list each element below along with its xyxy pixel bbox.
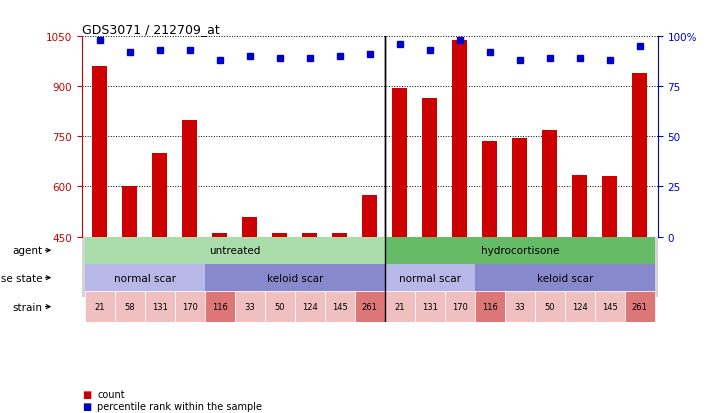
- Text: normal scar: normal scar: [114, 273, 176, 283]
- Bar: [415, 292, 444, 322]
- Bar: [355, 292, 385, 322]
- Bar: [475, 264, 655, 292]
- Bar: [242, 217, 257, 237]
- Text: 124: 124: [302, 302, 318, 311]
- Bar: [332, 233, 347, 237]
- Bar: [264, 292, 295, 322]
- Text: 21: 21: [95, 302, 105, 311]
- Text: 58: 58: [124, 302, 135, 311]
- Bar: [475, 292, 505, 322]
- Text: 170: 170: [451, 302, 468, 311]
- Bar: [145, 292, 175, 322]
- Bar: [92, 67, 107, 237]
- Text: 145: 145: [602, 302, 618, 311]
- Bar: [452, 40, 467, 237]
- Bar: [272, 233, 287, 237]
- Text: GDS3071 / 212709_at: GDS3071 / 212709_at: [82, 23, 220, 36]
- Bar: [392, 89, 407, 237]
- Text: 170: 170: [182, 302, 198, 311]
- Text: 124: 124: [572, 302, 587, 311]
- Text: percentile rank within the sample: percentile rank within the sample: [97, 401, 262, 411]
- Bar: [235, 292, 264, 322]
- Text: normal scar: normal scar: [399, 273, 461, 283]
- Text: 261: 261: [632, 302, 648, 311]
- Text: 116: 116: [212, 302, 228, 311]
- Text: 131: 131: [152, 302, 168, 311]
- Text: ■: ■: [82, 389, 91, 399]
- Bar: [114, 292, 145, 322]
- Bar: [205, 292, 235, 322]
- Bar: [535, 292, 565, 322]
- Bar: [542, 131, 557, 237]
- Bar: [213, 234, 228, 237]
- Bar: [205, 264, 385, 292]
- Bar: [122, 187, 137, 237]
- Bar: [602, 177, 617, 237]
- Text: 50: 50: [545, 302, 555, 311]
- Text: 21: 21: [395, 302, 405, 311]
- Text: 261: 261: [362, 302, 378, 311]
- Text: disease state: disease state: [0, 273, 43, 283]
- Text: untreated: untreated: [209, 246, 260, 256]
- Bar: [385, 237, 655, 264]
- Text: 33: 33: [514, 302, 525, 311]
- Text: strain: strain: [13, 302, 43, 312]
- Bar: [385, 292, 415, 322]
- Bar: [295, 292, 325, 322]
- Bar: [385, 264, 475, 292]
- Bar: [152, 154, 167, 237]
- Bar: [182, 121, 197, 237]
- Bar: [85, 292, 114, 322]
- Text: 116: 116: [482, 302, 498, 311]
- Bar: [505, 292, 535, 322]
- Bar: [422, 99, 437, 237]
- Text: 131: 131: [422, 302, 438, 311]
- Text: agent: agent: [13, 246, 43, 256]
- Bar: [565, 292, 594, 322]
- Text: count: count: [97, 389, 125, 399]
- Bar: [632, 74, 647, 237]
- Bar: [482, 142, 497, 237]
- Bar: [444, 292, 475, 322]
- Bar: [175, 292, 205, 322]
- Text: 50: 50: [274, 302, 285, 311]
- Text: ■: ■: [82, 401, 91, 411]
- Bar: [572, 176, 587, 237]
- Text: 145: 145: [332, 302, 348, 311]
- Text: 33: 33: [245, 302, 255, 311]
- Text: keloid scar: keloid scar: [267, 273, 323, 283]
- Bar: [512, 139, 527, 237]
- Bar: [325, 292, 355, 322]
- Bar: [625, 292, 655, 322]
- Bar: [85, 264, 205, 292]
- Text: keloid scar: keloid scar: [537, 273, 593, 283]
- Bar: [85, 237, 385, 264]
- Text: hydrocortisone: hydrocortisone: [481, 246, 559, 256]
- Bar: [594, 292, 625, 322]
- Bar: [362, 195, 378, 237]
- Bar: [302, 233, 317, 237]
